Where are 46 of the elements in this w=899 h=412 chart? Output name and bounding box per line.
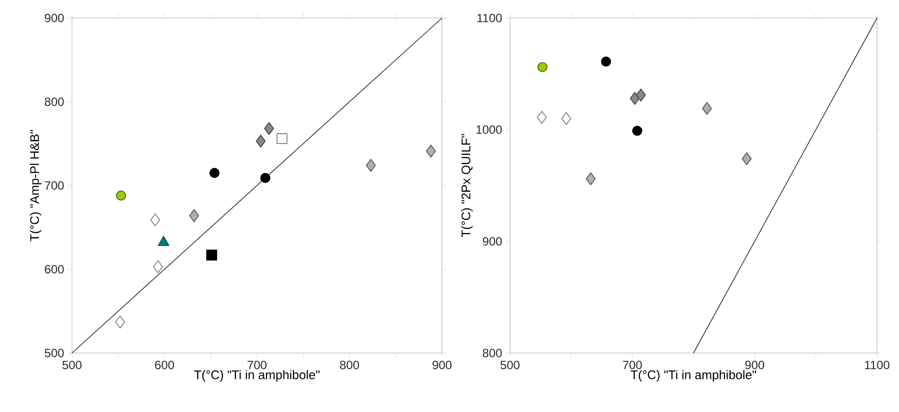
y-tick-label: 1000 [476,125,502,134]
x-tick-label: 900 [745,360,764,370]
point [158,236,170,246]
point [601,56,612,67]
y-axis-title: T(°C) "2Px QUILF" [461,134,473,238]
point [536,110,547,124]
y-tick-label: 900 [44,14,64,22]
y-tick-label: 800 [44,98,64,106]
x-tick-label: 700 [622,360,642,370]
point [115,316,126,328]
x-axis-title: T(°C) "Ti in amphibole" [630,370,756,382]
x-axis-title: T(°C) "Ti in amphibole" [194,370,320,382]
y-tick-label: 900 [482,237,502,246]
point [636,88,646,102]
point [260,172,270,183]
point [206,250,218,260]
point [256,134,266,148]
point [153,260,163,274]
point [561,112,572,125]
y-tick-label: 500 [44,348,64,358]
point [264,122,274,135]
x-tick-label: 1100 [865,360,890,370]
x-tick-label: 600 [155,360,174,370]
point [116,190,126,201]
y-tick-label: 800 [482,348,502,358]
x-tick-label: 500 [62,360,82,370]
point [586,172,596,186]
point [150,213,160,226]
y-tick-label: 600 [44,265,64,274]
point [276,133,288,144]
x-tick-label: 500 [500,360,520,370]
y-axis-title: T(°C) "Amp-Pl H&B" [30,130,42,242]
x-tick-label: 800 [340,360,360,370]
x-tick-label: 900 [432,360,452,370]
point [366,158,376,172]
point [632,126,642,136]
y-tick-label: 700 [44,181,64,190]
point [630,92,640,105]
point [209,168,220,178]
point [702,102,712,115]
x-tick-label: 700 [248,360,267,370]
y-tick-label: 1100 [477,14,502,22]
point [537,62,548,72]
point [426,144,436,158]
point [189,209,200,222]
point [742,152,752,166]
